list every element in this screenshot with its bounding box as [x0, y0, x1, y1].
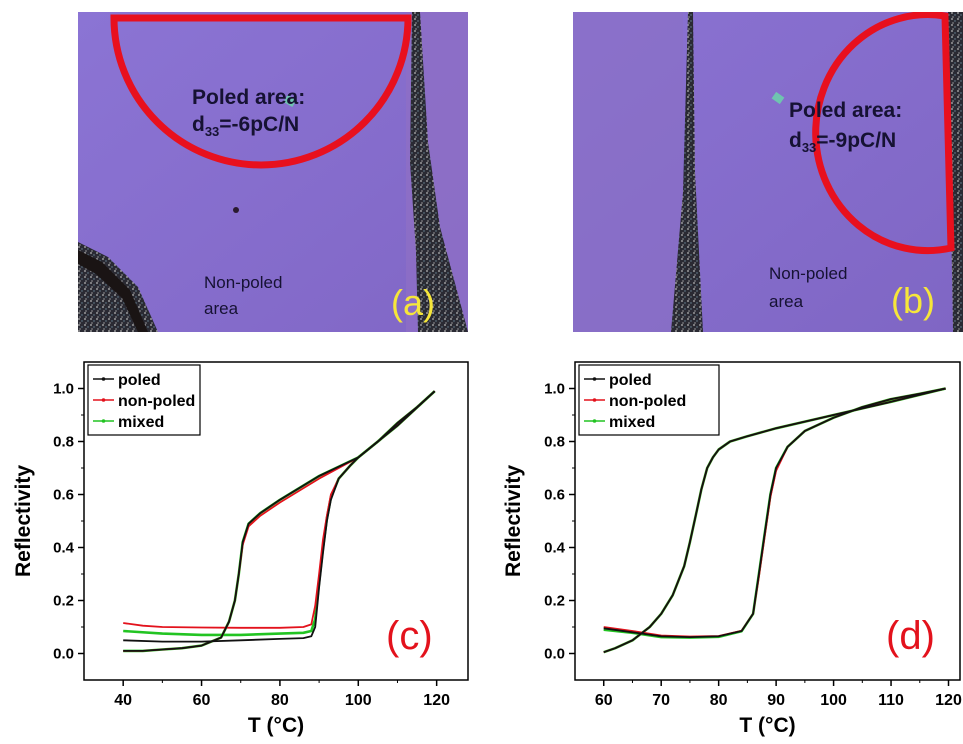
x-tick-label: 90 [767, 692, 785, 709]
x-axis-label: T (°C) [739, 714, 795, 737]
x-tick-label: 60 [193, 692, 211, 709]
legend-marker-mixed [592, 419, 597, 423]
legend-label-mixed: mixed [609, 414, 655, 431]
y-tick-label: 0.6 [544, 487, 565, 504]
legend-label-poled: poled [609, 372, 652, 389]
x-tick-label: 100 [820, 692, 847, 709]
legend-marker-poled [101, 377, 106, 381]
legend-marker-non-poled [592, 398, 597, 402]
x-tick-label: 110 [878, 692, 904, 709]
poled-region-outline-a [110, 14, 412, 169]
poled-region-outline-b [812, 12, 955, 255]
x-tick-label: 80 [271, 692, 289, 709]
x-tick-label: 60 [595, 692, 613, 709]
y-tick-label: 0.2 [53, 593, 74, 610]
legend-label-poled: poled [118, 372, 161, 389]
non-poled-label-area: area [769, 292, 804, 311]
x-tick-label: 120 [935, 692, 962, 709]
y-tick-label: 0.6 [53, 487, 74, 504]
series-group [603, 387, 946, 654]
chart-d-svg: 60 70 80 90 100 110 120 0.0 0.2 0.4 0.6 0.8 1.0 T (°C… [502, 361, 962, 737]
poled-area-label: Poled area: [192, 86, 306, 109]
series-line-poled [603, 387, 946, 654]
x-tick-label: 80 [710, 692, 728, 709]
non-poled-label-area: area [204, 299, 239, 318]
legend-label-non-poled: non-poled [118, 393, 195, 410]
micrograph-b: Poled area: d33=-9pC/N Non-poled area (b… [573, 12, 963, 332]
d33-value-label: d33=-6pC/N [192, 113, 300, 140]
legend-label-mixed: mixed [118, 414, 164, 431]
micrograph-b-image [573, 12, 963, 332]
panel-label-d: (d) [886, 614, 935, 658]
non-poled-label: Non-poled [769, 264, 848, 283]
series-line-poled [603, 387, 946, 638]
y-tick-label: 0.8 [544, 434, 565, 451]
legend-marker-non-poled [101, 398, 106, 402]
x-tick-label: 120 [423, 692, 450, 709]
panel-label-a: (a) [391, 282, 435, 323]
y-tick-label: 1.0 [544, 381, 565, 398]
series-group [123, 390, 436, 653]
series-line-poled [123, 390, 436, 652]
d33-value-label: d33=-9pC/N [789, 129, 897, 156]
legend-marker-poled [592, 377, 597, 381]
micrograph-a-image [78, 12, 468, 332]
y-axis-label: Reflectivity [12, 465, 35, 577]
y-tick-label: 0.4 [544, 540, 566, 557]
panel-label-b: (b) [891, 280, 935, 321]
x-tick-label: 70 [652, 692, 670, 709]
x-axis-label: T (°C) [248, 714, 304, 737]
y-tick-label: 0.2 [544, 593, 565, 610]
x-tick-label: 100 [345, 692, 372, 709]
y-tick-label: 0.8 [53, 434, 74, 451]
x-tick-label: 40 [114, 692, 132, 709]
chart-d: 60 70 80 90 100 110 120 0.0 0.2 0.4 0.6 0.8 1.0 T (°C… [490, 350, 963, 744]
y-axis-label: Reflectivity [502, 465, 525, 577]
poled-area-label: Poled area: [789, 99, 903, 122]
panel-label-c: (c) [386, 614, 433, 658]
non-poled-label: Non-poled [204, 273, 283, 292]
micrograph-a: Poled area: d33=-6pC/N Non-poled area (a… [78, 12, 468, 332]
chart-c-svg: 40 60 80 100 120 0.0 0.2 0.4 0.6 0.8 1.0 T (°C) Refl… [12, 361, 469, 737]
legend-marker-mixed [101, 419, 106, 423]
y-tick-label: 1.0 [53, 381, 74, 398]
y-tick-label: 0.0 [544, 646, 565, 663]
legend-label-non-poled: non-poled [609, 393, 686, 410]
y-tick-label: 0.4 [53, 540, 75, 557]
chart-c: 40 60 80 100 120 0.0 0.2 0.4 0.6 0.8 1.0 T (°C) Refl… [0, 350, 480, 744]
y-tick-label: 0.0 [53, 646, 74, 663]
